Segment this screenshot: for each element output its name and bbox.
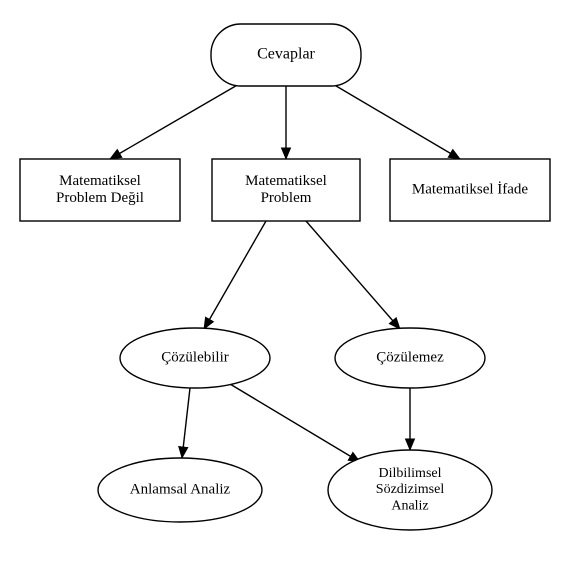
- edge-root-left: [110, 80, 246, 159]
- flow-diagram: CevaplarMatematikselProblem DeğilMatemat…: [0, 0, 572, 568]
- node-mid-label-1: Problem: [261, 190, 312, 206]
- edge-root-right: [326, 80, 460, 159]
- edge-solv-sem: [182, 388, 190, 458]
- edge-mid-solv: [204, 221, 266, 329]
- node-mid: MatematikselProblem: [212, 159, 360, 221]
- nodes-group: CevaplarMatematikselProblem DeğilMatemat…: [20, 24, 550, 530]
- node-syn-label-1: Sözdizimsel: [376, 482, 445, 497]
- node-mid-label-0: Matematiksel: [245, 173, 327, 189]
- node-right-label-0: Matematiksel İfade: [412, 181, 529, 197]
- node-right: Matematiksel İfade: [390, 159, 550, 221]
- edges-group: [110, 80, 460, 462]
- node-unsolv: Çözülemez: [335, 328, 485, 388]
- node-sem-label-0: Anlamsal Analiz: [130, 481, 231, 497]
- node-syn-label-2: Analiz: [391, 498, 428, 513]
- node-syn: DilbilimselSözdizimselAnaliz: [328, 450, 492, 530]
- node-solv: Çözülebilir: [120, 328, 270, 388]
- edge-mid-unsolv: [306, 221, 400, 329]
- node-root: Cevaplar: [211, 24, 361, 86]
- node-unsolv-label-0: Çözülemez: [376, 349, 444, 365]
- node-syn-label-0: Dilbilimsel: [379, 466, 442, 481]
- node-root-label-0: Cevaplar: [257, 46, 315, 63]
- node-solv-label-0: Çözülebilir: [161, 349, 229, 365]
- node-left: MatematikselProblem Değil: [20, 159, 180, 221]
- edge-solv-syn: [230, 384, 360, 462]
- node-left-label-0: Matematiksel: [59, 173, 141, 189]
- node-left-label-1: Problem Değil: [56, 190, 144, 206]
- node-sem: Anlamsal Analiz: [98, 458, 262, 522]
